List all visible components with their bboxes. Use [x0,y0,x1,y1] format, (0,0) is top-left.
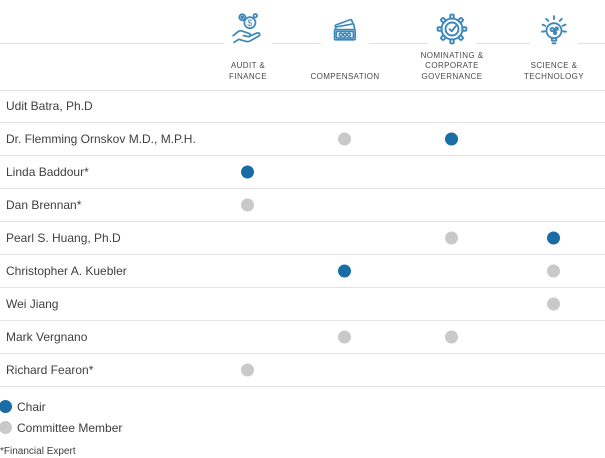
legend-item-member: Committee Member [0,417,605,438]
legend-label: Chair [17,399,46,414]
member-dot [445,330,458,344]
column-header-audit-finance: $ AUDIT & FINANCE [193,0,303,90]
table-row: Mark Vergnano [0,321,605,354]
column-header-science-technology: SCIENCE & TECHNOLOGY [499,0,605,90]
table-row: Pearl S. Huang, Ph.D [0,222,605,255]
chair-dot [547,231,560,245]
member-name: Linda Baddour* [6,165,89,179]
chair-dot [0,400,12,413]
column-label: SCIENCE & TECHNOLOGY [523,61,584,82]
member-name: Richard Fearon* [6,363,94,377]
member-dot [241,363,254,377]
member-name: Christopher A. Kuebler [6,264,127,278]
table-row: Dan Brennan* [0,189,605,222]
banknotes-icon [321,9,369,49]
legend: Chair Committee Member *Financial Expert [0,387,605,457]
member-name: Mark Vergnano [6,330,88,344]
table-row: Udit Batra, Ph.D [0,90,605,123]
chair-dot [241,165,254,179]
header-rule [0,43,605,44]
legend-label: Committee Member [17,420,123,435]
table-row: Richard Fearon* [0,354,605,387]
member-name: Wei Jiang [6,297,59,311]
member-dot [547,297,560,311]
lightbulb-icon [530,9,578,49]
column-label: COMPENSATION [310,72,380,82]
member-dot [0,421,12,434]
column-label: NOMINATING & CORPORATE GOVERNANCE [420,50,484,82]
column-header-nominating-governance: NOMINATING & CORPORATE GOVERNANCE [397,0,507,90]
hand-coin-icon: $ [224,9,272,49]
member-dot [338,132,351,146]
table-row: Linda Baddour* [0,156,605,189]
gear-check-icon [428,9,476,49]
table-row: Dr. Flemming Ornskov M.D., M.P.H. [0,123,605,156]
table-row: Christopher A. Kuebler [0,255,605,288]
chair-dot [338,264,351,278]
financial-expert-footnote: *Financial Expert [0,446,76,457]
member-name: Udit Batra, Ph.D [6,99,93,113]
member-name: Pearl S. Huang, Ph.D [6,231,121,245]
svg-text:$: $ [247,18,252,28]
member-dot [241,198,254,212]
member-dot [445,231,458,245]
header-bottom-rule [0,90,605,91]
column-label: AUDIT & FINANCE [229,61,267,82]
column-header-compensation: COMPENSATION [290,0,400,90]
member-dot [338,330,351,344]
member-name: Dr. Flemming Ornskov M.D., M.P.H. [6,132,196,146]
chair-dot [445,132,458,146]
member-name: Dan Brennan* [6,198,82,212]
table-row: Wei Jiang [0,288,605,321]
member-rows: Udit Batra, Ph.D Dr. Flemming Ornskov M.D… [0,90,605,387]
legend-item-chair: Chair [0,396,605,417]
table-header: $ AUDIT & FINANCE [0,0,605,91]
member-dot [547,264,560,278]
